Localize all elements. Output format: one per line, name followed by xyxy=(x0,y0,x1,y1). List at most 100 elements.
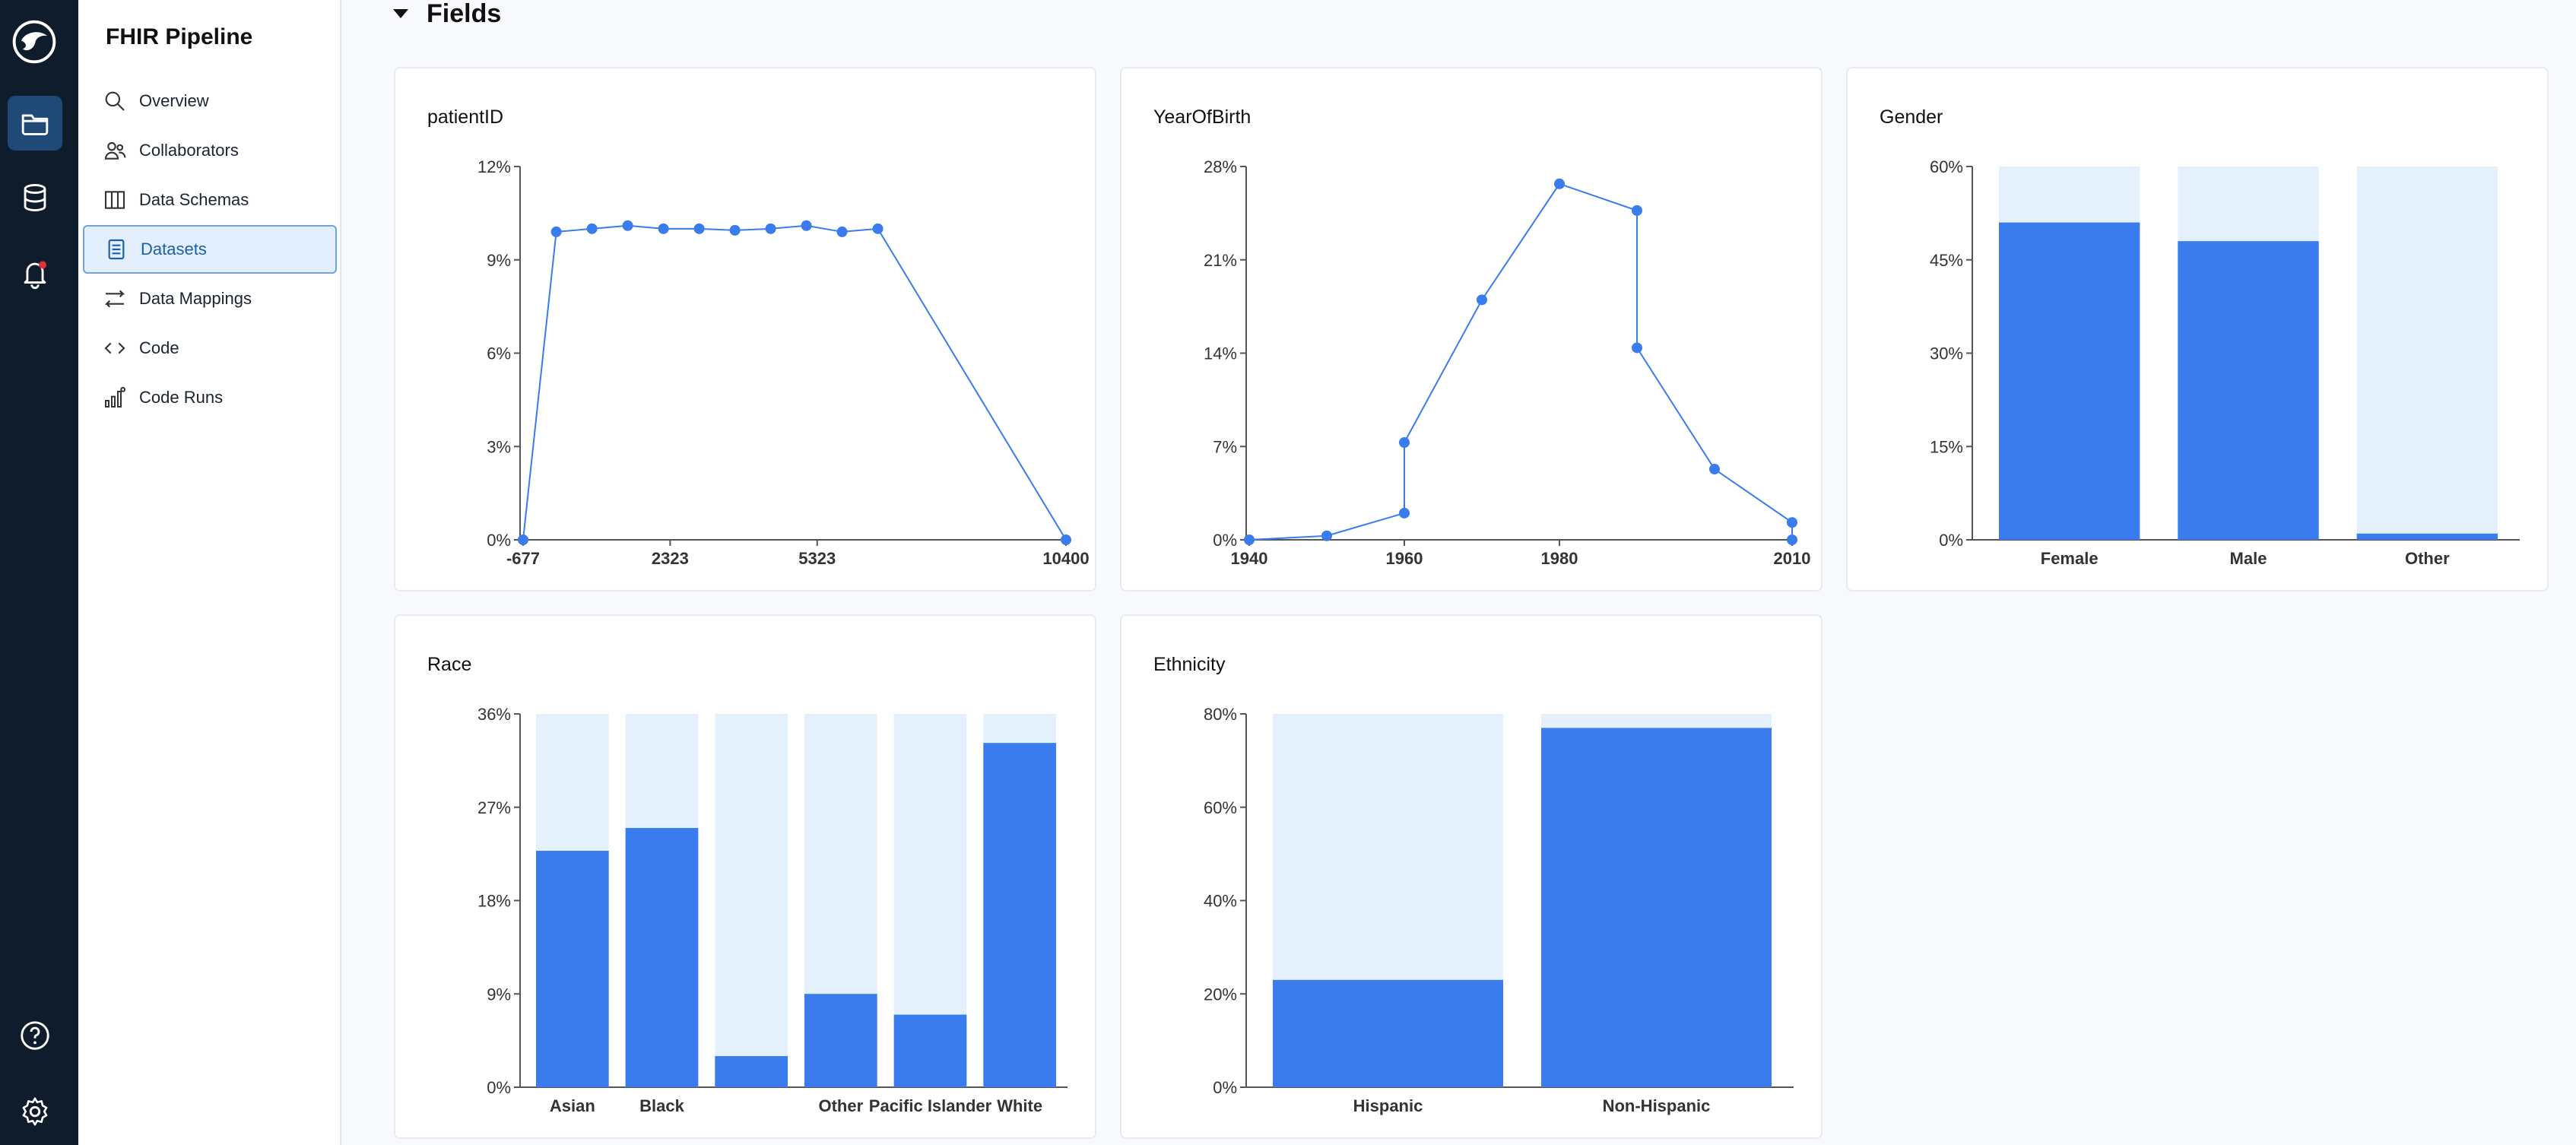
y-tick-label: 15% xyxy=(1930,437,1963,456)
main-content: Fields patientID 0% 3% 6% 9% 12% -677 2323 5323… xyxy=(341,0,2576,1145)
y-tick-label: 3% xyxy=(487,437,511,456)
data-point xyxy=(693,223,705,234)
sidebar-item-datasets[interactable]: Datasets xyxy=(83,225,337,274)
x-tick-label: Pacific Islander xyxy=(869,1096,992,1115)
x-tick-label: 5323 xyxy=(798,549,836,568)
data-point xyxy=(1787,534,1797,545)
y-tick-label: 60% xyxy=(1930,157,1963,176)
bar-chart-icon xyxy=(105,386,126,408)
data-point xyxy=(729,224,741,236)
card-title: YearOfBirth xyxy=(1153,106,1252,128)
series-line xyxy=(522,224,1067,541)
x-tick-label: Non-Hispanic xyxy=(1603,1096,1711,1115)
x-tick-label: Asian xyxy=(550,1096,595,1115)
x-tick-label: Hispanic xyxy=(1353,1096,1423,1115)
data-point xyxy=(1709,464,1720,475)
sidebar-item-label: Collaborators xyxy=(139,141,239,160)
sidebar-title: FHIR Pipeline xyxy=(106,24,253,49)
data-point xyxy=(1399,436,1410,448)
bar xyxy=(804,994,877,1087)
bar xyxy=(1999,222,2140,540)
field-card-patientid: patientID 0% 3% 6% 9% 12% -677 2323 5323 10400 xyxy=(394,67,1096,592)
y-tick-label: 60% xyxy=(1204,798,1237,817)
data-point xyxy=(586,223,598,234)
bar-background xyxy=(2356,167,2498,540)
data-point xyxy=(1632,205,1642,216)
bar xyxy=(2356,533,2498,540)
y-tick-label: 9% xyxy=(487,251,511,270)
sidebar-item-data-schemas[interactable]: Data Schemas xyxy=(83,176,337,224)
sidebar-item-code-runs[interactable]: Code Runs xyxy=(83,373,337,422)
y-tick-label: 12% xyxy=(477,157,511,176)
data-point xyxy=(765,223,776,234)
x-tick-label: 10400 xyxy=(1042,549,1089,568)
y-tick-label: 14% xyxy=(1204,344,1237,363)
sidebar-item-label: Overview xyxy=(139,91,209,110)
data-point xyxy=(622,220,633,231)
database-icon[interactable] xyxy=(8,170,62,225)
card-title: Ethnicity xyxy=(1153,654,1226,675)
data-point xyxy=(1787,517,1797,528)
data-point xyxy=(1554,178,1565,189)
field-card-race: Race 0% 9% 18% 27% 36% Asian Black Other Pacific… xyxy=(394,614,1096,1139)
gender-bar-chart: 0% 15% 30% 45% 60% Female Male Other xyxy=(1930,157,2520,568)
yearofbirth-line-chart: 0% 7% 14% 21% 28% 1940 1960 1980 2010 xyxy=(1204,157,1811,568)
bell-icon[interactable] xyxy=(8,246,62,301)
users-icon xyxy=(104,141,126,160)
bar xyxy=(1273,979,1503,1087)
y-tick-label: 0% xyxy=(1213,1078,1237,1097)
x-tick-label: Other xyxy=(2405,549,2450,568)
sidebar-item-label: Code xyxy=(139,338,179,357)
card-title: patientID xyxy=(427,106,504,128)
y-tick-label: 30% xyxy=(1930,344,1963,363)
y-tick-label: 80% xyxy=(1204,705,1237,724)
x-tick-label: 1980 xyxy=(1541,549,1578,568)
sidebar-item-code[interactable]: Code xyxy=(83,324,337,373)
data-point xyxy=(550,226,562,237)
help-icon[interactable] xyxy=(8,1008,62,1063)
fields-section-toggle[interactable]: Fields xyxy=(393,0,502,28)
x-tick-label: 2010 xyxy=(1774,549,1811,568)
sidebar-item-label: Data Schemas xyxy=(139,190,249,209)
code-icon xyxy=(104,342,125,354)
sidebar-item-data-mappings[interactable]: Data Mappings xyxy=(83,274,337,323)
y-tick-label: 7% xyxy=(1213,437,1237,456)
field-card-ethnicity: Ethnicity 0% 20% 40% 60% 80% Hispanic Non-Hisp… xyxy=(1120,614,1823,1139)
data-point xyxy=(658,223,669,234)
x-tick-label: 2323 xyxy=(652,549,689,568)
data-point xyxy=(1632,342,1642,354)
bar xyxy=(893,1014,967,1087)
bar xyxy=(1541,728,1772,1087)
y-tick-label: 0% xyxy=(1939,531,1963,550)
y-tick-label: 36% xyxy=(477,705,511,724)
icon-rail xyxy=(0,0,78,1145)
y-tick-label: 0% xyxy=(487,531,511,550)
logo-icon[interactable] xyxy=(9,17,59,67)
y-tick-label: 6% xyxy=(487,344,511,363)
y-tick-label: 21% xyxy=(1204,251,1237,270)
data-point xyxy=(1399,507,1410,519)
sidebar-item-collaborators[interactable]: Collaborators xyxy=(83,126,337,175)
ethnicity-bar-chart: 0% 20% 40% 60% 80% Hispanic Non-Hispanic xyxy=(1204,705,1794,1115)
bar xyxy=(983,743,1056,1087)
y-tick-label: 18% xyxy=(477,892,511,911)
gear-icon[interactable] xyxy=(8,1084,62,1139)
x-tick-label: Black xyxy=(639,1096,684,1115)
section-title: Fields xyxy=(427,0,502,28)
card-title: Race xyxy=(427,654,472,675)
x-tick-label: Male xyxy=(2230,549,2267,568)
arrows-icon xyxy=(104,290,125,308)
sidebar-item-label: Datasets xyxy=(141,239,207,258)
data-point xyxy=(836,226,848,237)
data-point xyxy=(1061,534,1071,545)
bar xyxy=(715,1056,788,1087)
card-title: Gender xyxy=(1880,106,1943,128)
data-point xyxy=(1477,294,1487,306)
x-tick-label: 1940 xyxy=(1231,549,1268,568)
data-point xyxy=(801,220,812,231)
folder-icon[interactable] xyxy=(8,96,62,151)
x-tick-label: -677 xyxy=(506,549,540,568)
sidebar-item-overview[interactable]: Overview xyxy=(83,77,337,125)
field-card-yearofbirth: YearOfBirth 0% 7% 14% 21% 28% 1940 1960 1980 201… xyxy=(1120,67,1823,592)
